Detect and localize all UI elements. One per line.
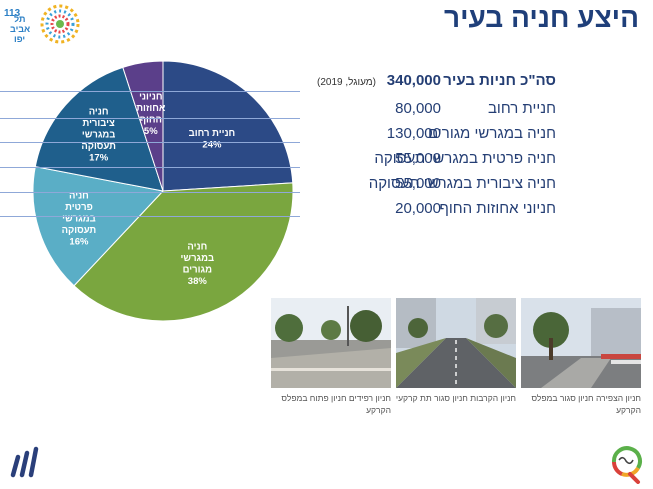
row-label: חניית רחוב [487, 100, 556, 117]
pie-slice-label: חניה במגרשי מגורים 38% [181, 242, 215, 288]
pie-slice-label: חניה פרטית במגרשי תעסוקה 16% [62, 190, 97, 247]
total-label: סה"כ חניות בעיר [443, 72, 556, 89]
photo-caption: חניון הצפירה חניון סגור במפלס הקרקע [531, 393, 641, 415]
page-title: היצע חניה בעיר [443, 2, 639, 33]
logo-number: 113 [4, 8, 21, 19]
photo-refidim-parking [271, 298, 391, 388]
row-label: חניה ציבורית במגרשי תעסוקה [368, 175, 556, 192]
row-divider [0, 167, 300, 168]
pie-slice-label: חניוני אחוזות החוף 5% [136, 92, 166, 138]
row-divider [0, 142, 300, 143]
pie-slice [32, 166, 164, 287]
logo-dots [40, 4, 80, 44]
row-value: 80,000 [395, 100, 441, 117]
total-note: (מעוגל, 2019) [317, 77, 376, 88]
row-label: חניה במגרשי מגורים [428, 125, 556, 142]
pie-slice [73, 182, 294, 322]
svg-text:תל: תל [14, 14, 25, 24]
row-value: 55,000 [395, 150, 441, 167]
photo-hakrabot-parking [396, 298, 516, 388]
row-divider [0, 192, 300, 193]
emblem-icon [611, 446, 642, 484]
tel-aviv-logo: 113 תל אביב יפו [4, 4, 80, 44]
pie-slice [162, 60, 294, 192]
row-label: חניה פרטית במגרשי תעסוקה [374, 150, 556, 167]
pie-slice-label: חניית רחוב 24% [189, 128, 236, 151]
photo-caption: חניון הקרבות חניון סגור תת קרקעי [395, 393, 516, 403]
total-value: 340,000 [386, 72, 441, 89]
row-divider [0, 118, 300, 119]
parking-pie-chart: חניית רחוב 24% חניה במגרשי מגורים 38% חניה פרטי… [32, 60, 294, 322]
row-label: חניוני אחוזות החוף [439, 200, 557, 217]
pie-slice [122, 60, 164, 192]
pie-slice-label: חניה ציבורית במגרשי תעסוקה 17% [81, 106, 116, 163]
photo-caption: חניון רפידים חניון פתוח במפלס הקרקע [281, 393, 391, 415]
photo-hatzfira-parking [521, 298, 641, 388]
svg-text:אביב: אביב [10, 24, 30, 34]
row-value: 20,000 [395, 200, 441, 217]
brand-slash-icon [10, 446, 39, 478]
pie-slice [34, 66, 164, 192]
svg-text:יפו: יפו [14, 34, 25, 44]
row-value: 130,000 [386, 125, 441, 142]
row-divider [0, 216, 300, 217]
row-divider [0, 91, 300, 92]
row-value: 55,000 [395, 175, 441, 192]
